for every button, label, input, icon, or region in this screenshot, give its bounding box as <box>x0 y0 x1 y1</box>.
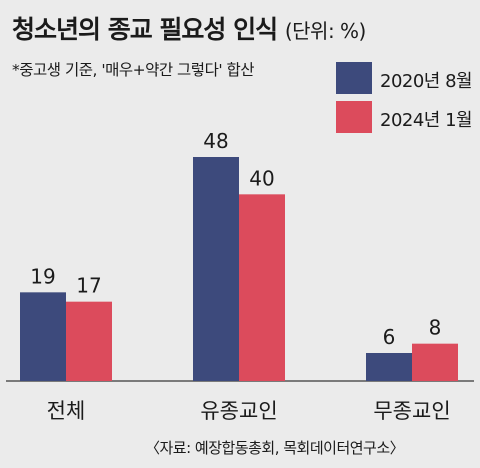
bar-2-2 <box>239 194 285 381</box>
chart-subtitle: *중고생 기준, '매우+약간 그렇다' 합산 <box>12 61 255 79</box>
data-label-2-2: 40 <box>249 166 274 190</box>
legend-swatch-series2 <box>336 101 372 133</box>
category-label-3: 무종교인 <box>373 399 450 423</box>
legend-label-series1: 2020년 8월 <box>380 71 473 92</box>
category-label-2: 유종교인 <box>200 399 277 423</box>
unit-label: (단위: %) <box>284 19 367 43</box>
data-label-1-3: 6 <box>383 325 396 349</box>
legend-swatch-series1 <box>336 62 372 94</box>
chart-title-text: 청소년의 종교 필요성 인식 <box>12 15 278 44</box>
legend-item-series1: 2020년 8월 <box>336 62 474 94</box>
bar-1-1 <box>20 292 66 381</box>
data-label-2-1: 17 <box>76 274 101 298</box>
bar-2-3 <box>412 343 458 381</box>
bar-1-2 <box>193 157 239 381</box>
bar-2-1 <box>66 301 112 381</box>
data-label-1-2: 48 <box>203 129 228 153</box>
data-label-2-3: 8 <box>429 316 442 340</box>
chart-title: 청소년의 종교 필요성 인식 (단위: %) <box>12 10 366 46</box>
source-note: 〈자료: 예장합동총회, 목회데이터연구소〉 <box>145 439 405 457</box>
bar-1-3 <box>366 353 412 381</box>
legend: 2020년 8월 2024년 1월 <box>336 62 474 140</box>
data-label-1-1: 19 <box>30 264 55 288</box>
legend-item-series2: 2024년 1월 <box>336 101 474 133</box>
legend-label-series2: 2024년 1월 <box>380 110 473 131</box>
category-label-1: 전체 <box>47 399 86 423</box>
